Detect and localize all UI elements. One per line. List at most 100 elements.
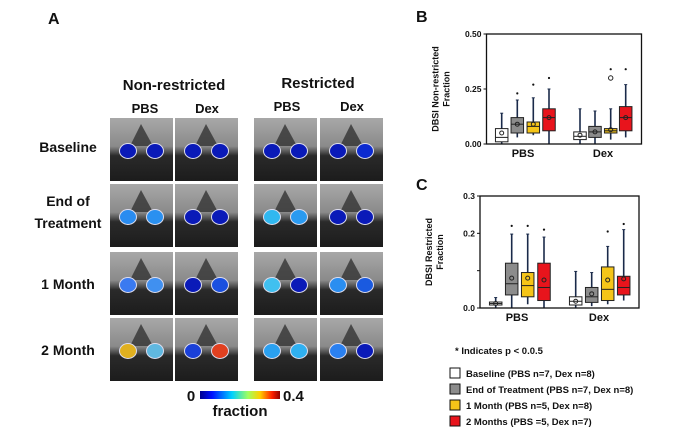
chart-c: 0.0 0.2 0.3 DBSI Restricted Fraction PBS Dex [424,191,640,324]
panel-label-c: C [416,177,428,194]
fraction-blob [184,143,202,159]
box-2-months [542,76,556,144]
mean-marker [623,115,629,121]
column-label-dex: Dex [340,99,365,114]
fraction-blob [184,209,202,225]
box-1-month [520,224,535,305]
box [600,266,615,302]
legend: Baseline (PBS n=7, Dex n=8) End of Treatm… [449,367,633,428]
mri-image [320,252,383,315]
ventricle-shape [130,190,153,212]
mri-image [175,252,238,315]
mri-image [110,252,173,315]
box-baseline [568,270,583,308]
mean-marker [577,132,583,138]
significance-marker [532,83,535,86]
fraction-blob [119,143,137,159]
fraction-blob [356,209,374,225]
x-group-label: PBS [506,312,529,324]
box-1-month [603,68,618,140]
mri-image [254,184,317,247]
mri-image [254,118,317,181]
fraction-blob [184,277,202,293]
mri-image [175,318,238,381]
legend-label: 1 Month (PBS n=5, Dex n=8) [466,401,592,412]
fraction-blob [211,143,229,159]
fraction-blob [146,143,164,159]
panel-label-b: B [416,9,428,26]
row-label: End of [46,193,90,209]
legend-swatch [449,399,461,411]
mean-marker [592,129,598,135]
fraction-blob [290,277,308,293]
y-axis-label: DBSI Non-restricted [431,46,441,132]
box [526,121,541,134]
box-baseline [494,112,509,144]
column-label-pbs: PBS [274,99,301,114]
significance-marker [516,92,519,95]
ventricle-shape [340,324,363,346]
mean-marker [541,277,547,283]
fraction-blob [146,277,164,293]
row-label: Treatment [35,215,102,231]
mri-image [110,318,173,381]
mean-marker [546,115,552,121]
significance-marker [622,222,625,226]
significance-marker [526,224,529,227]
mean-marker [514,121,520,127]
significance-note: * Indicates p < 0.0.5 [455,346,544,357]
box [504,262,519,296]
box-1-month [600,230,615,305]
y-tick-label: 0.00 [465,139,482,149]
column-label-dex: Dex [195,101,220,116]
fraction-blob [263,277,281,293]
ventricle-shape [130,124,153,146]
fraction-blob [146,209,164,225]
ventricle-shape [195,124,218,146]
box-baseline [573,108,587,144]
y-tick-label: 0.2 [463,228,475,238]
box-end-of-treatment [510,92,525,138]
box [616,275,631,296]
mean-marker [493,301,499,307]
x-group-label: PBS [512,148,535,160]
fraction-blob [290,343,308,359]
row-label: 1 Month [41,276,95,292]
mri-image [254,252,317,315]
ventricle-shape [130,324,153,346]
fraction-blob [211,277,229,293]
y-axis-label: Fraction [435,234,445,270]
x-group-label: Dex [593,148,614,160]
box-1-month [526,83,541,136]
ventricle-shape [195,324,218,346]
box [618,106,633,132]
mean-marker [605,277,611,283]
fraction-blob [263,143,281,159]
ventricle-shape [340,258,363,280]
legend-swatch [449,415,461,427]
fraction-blob [329,143,347,159]
legend-label: Baseline (PBS n=7, Dex n=8) [466,369,595,380]
mri-image [175,184,238,247]
plot-frame [479,195,640,309]
mri-image [110,184,173,247]
legend-swatch [449,367,461,379]
column-label-pbs: PBS [132,101,159,116]
fraction-blob [119,209,137,225]
column-group-nonrestricted: Non-restricted [123,77,226,94]
box-2-months [618,68,633,138]
ventricle-shape [195,190,218,212]
mri-image [320,118,383,181]
box [584,286,599,303]
ventricle-shape [274,124,297,146]
fraction-blob [356,143,374,159]
significance-marker [542,228,546,231]
ventricle-shape [274,324,297,346]
fraction-blob [356,343,374,359]
ventricle-shape [340,124,363,146]
ventricle-shape [274,258,297,280]
box-baseline [488,297,503,308]
mean-marker [621,276,627,282]
fraction-blob [184,343,202,359]
